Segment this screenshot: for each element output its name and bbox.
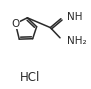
Text: NH: NH	[67, 12, 83, 22]
Text: HCl: HCl	[20, 71, 40, 84]
Text: NH₂: NH₂	[67, 36, 87, 46]
Text: O: O	[11, 19, 20, 29]
